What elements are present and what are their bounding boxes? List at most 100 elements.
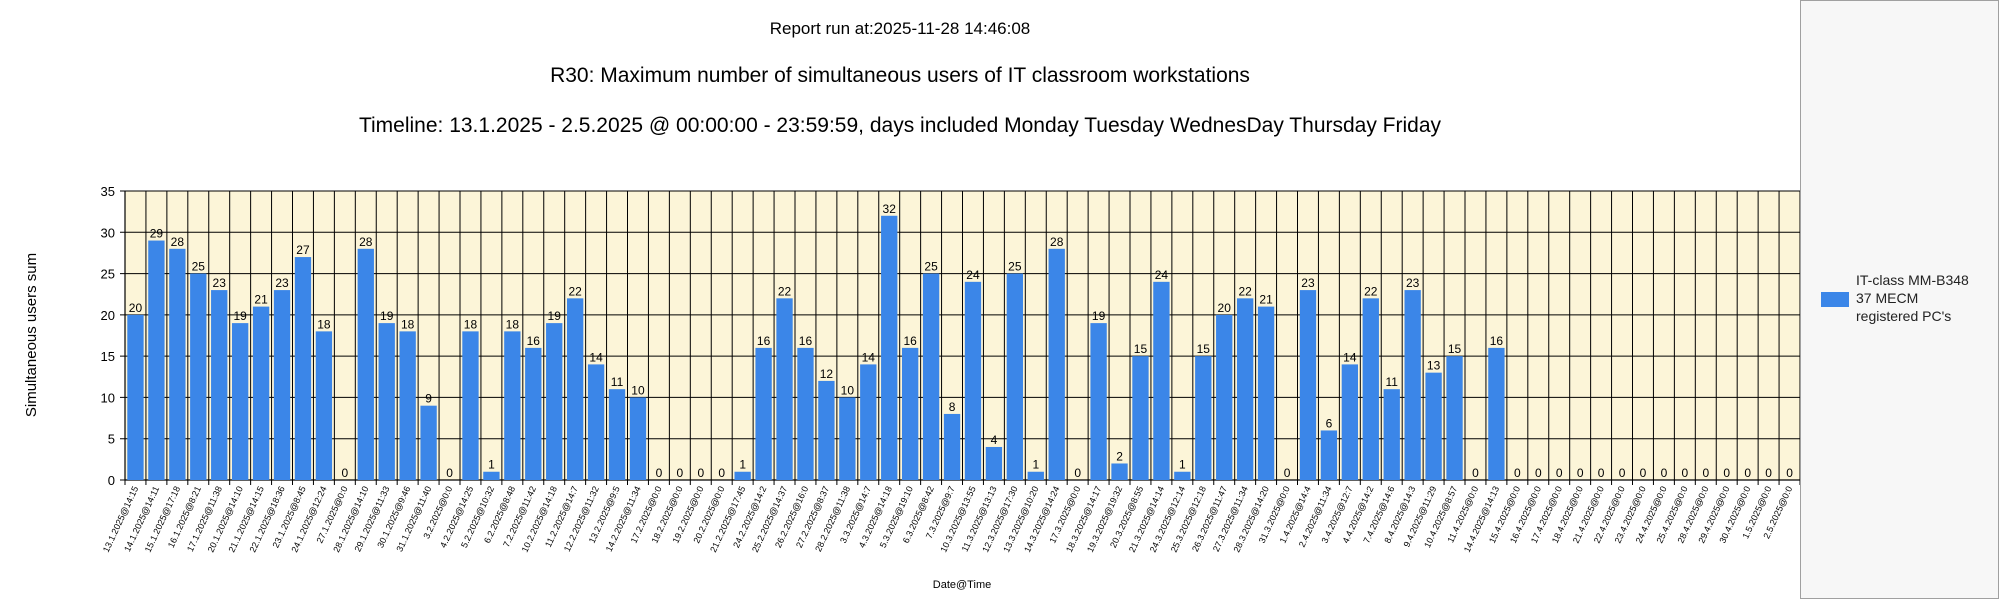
bar [797,347,814,480]
report-run-timestamp: Report run at:2025-11-28 14:46:08 [769,19,1031,38]
bar-value-label: 0 [1682,466,1689,480]
bar [1048,248,1065,480]
bar [399,331,416,480]
bar-value-label: 14 [589,350,603,364]
bar-value-label: 15 [1197,342,1211,356]
y-tick-label: 10 [101,390,115,405]
y-tick-label: 20 [101,308,115,323]
bar-value-label: 0 [677,466,684,480]
bar [755,347,772,480]
bar [378,323,395,480]
bar-value-label: 0 [1661,466,1668,480]
bar-value-label: 24 [966,268,980,282]
y-axis-label: Simultaneous users sum [23,253,40,417]
bar-value-label: 0 [1074,466,1081,480]
bar-value-label: 1 [1179,458,1186,472]
bar [1090,323,1107,480]
bar [231,323,249,480]
bar [1111,463,1128,480]
bar-value-label: 12 [820,367,834,381]
bar-value-label: 10 [841,383,855,397]
bar [1446,356,1463,480]
bar [1006,273,1024,480]
bar-value-label: 1 [739,458,746,472]
bar-value-label: 28 [171,235,185,249]
bar [1153,281,1170,480]
bar [985,446,1003,480]
bar [1027,471,1044,480]
bar-value-label: 10 [631,383,645,397]
bar [148,240,165,480]
bar [1216,314,1233,480]
legend: IT-class MM-B348 37 MECM registered PC's [1800,0,1999,599]
bar [1341,364,1359,480]
bar-value-label: 0 [1744,466,1751,480]
bar-value-label: 22 [1238,284,1252,298]
bar-value-label: 0 [1472,466,1479,480]
bar [629,397,647,480]
bar [1195,356,1212,480]
bar [462,331,479,480]
y-tick-label: 0 [108,473,115,488]
bar [608,389,626,480]
bar-value-label: 0 [1619,466,1626,480]
x-axis-label: Date@Time [933,579,991,591]
bar [169,248,186,480]
bar-value-label: 25 [192,260,206,274]
bar [901,347,919,480]
bar-value-label: 23 [1406,276,1420,290]
y-tick-label: 25 [101,267,115,282]
bar-value-label: 32 [883,202,897,216]
bar-value-label: 0 [718,466,725,480]
bar [483,471,500,480]
bar-value-label: 16 [903,334,917,348]
bar [860,364,877,480]
bar [1383,389,1400,480]
bar-value-label: 13 [1427,359,1441,373]
bar-value-label: 28 [359,235,373,249]
bar-value-label: 0 [1765,466,1772,480]
y-tick-label: 35 [101,184,115,199]
bar-value-label: 0 [1577,466,1584,480]
bar-value-label: 1 [1032,458,1039,472]
bar-value-label: 19 [233,309,247,323]
bar-value-label: 18 [317,317,331,331]
y-tick-label: 5 [108,432,115,447]
bar-value-label: 0 [1514,466,1521,480]
bar-value-label: 29 [150,227,164,241]
bar-value-label: 6 [1326,416,1333,430]
bar-value-label: 21 [1259,293,1273,307]
bar-value-label: 0 [1284,466,1291,480]
bar [273,290,291,480]
bar-value-label: 0 [1702,466,1709,480]
bar-value-label: 15 [1448,342,1462,356]
bar-value-label: 0 [1786,466,1793,480]
bar-value-label: 28 [1050,235,1064,249]
bar-value-label: 18 [464,317,478,331]
bar [839,397,856,480]
bar [776,298,793,480]
bar-value-label: 19 [548,309,562,323]
bar [294,257,312,480]
bar [357,248,374,480]
bar-value-label: 22 [1364,284,1378,298]
bar [1425,372,1442,480]
bar-value-label: 0 [1556,466,1563,480]
bar-value-label: 20 [1218,301,1232,315]
bar [818,380,835,480]
bar-value-label: 22 [778,284,792,298]
bar [1236,298,1254,480]
bar-value-label: 25 [1008,260,1022,274]
bar [1257,306,1275,480]
bar [922,273,940,480]
bar [1404,290,1421,480]
bar-value-label: 0 [1598,466,1605,480]
bar [252,306,270,480]
bar [964,281,982,480]
bar [211,290,228,480]
bar-value-label: 9 [425,392,432,406]
bar-chart: 0510152025303513.1.2025@14:1514.1.2025@1… [23,184,1800,591]
bar-value-label: 16 [757,334,771,348]
bar [315,331,333,480]
bar-value-label: 4 [991,433,998,447]
